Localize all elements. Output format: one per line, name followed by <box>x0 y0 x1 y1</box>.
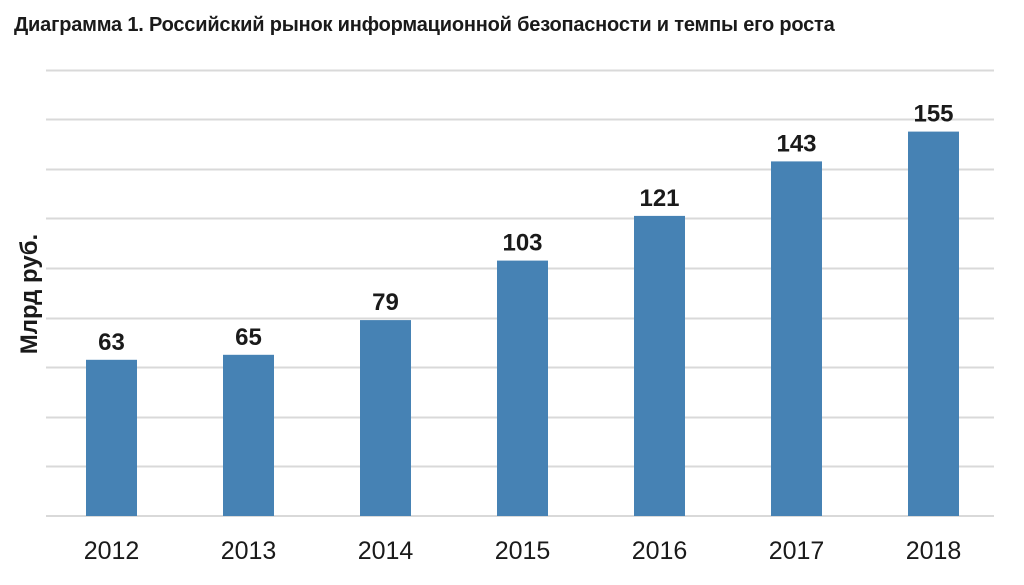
bar-2016 <box>634 215 685 516</box>
bar-2014 <box>360 320 411 516</box>
bar-2018 <box>908 131 959 516</box>
bar-2013 <box>223 354 274 516</box>
value-label-2017: 143 <box>776 130 816 157</box>
value-label-2016: 121 <box>639 185 679 212</box>
value-label-2015: 103 <box>502 230 542 257</box>
x-tick-label-2018: 2018 <box>906 537 962 565</box>
bar-2015 <box>497 260 548 516</box>
value-label-2014: 79 <box>372 289 399 316</box>
value-labels: 63 65 79 103 121 143 155 <box>98 101 953 356</box>
x-tick-label-2012: 2012 <box>84 537 140 565</box>
chart-title: Диаграмма 1. Российский рынок информацио… <box>14 14 835 36</box>
x-tick-label-2014: 2014 <box>358 537 414 565</box>
bars <box>86 131 959 516</box>
x-tick-label-2017: 2017 <box>769 537 825 565</box>
x-tick-labels: 2012 2013 2014 2015 2016 2017 2018 <box>84 537 962 565</box>
bar-2017 <box>771 161 822 516</box>
value-label-2018: 155 <box>913 101 953 128</box>
value-label-2012: 63 <box>98 329 125 356</box>
x-tick-label-2015: 2015 <box>495 537 551 565</box>
value-label-2013: 65 <box>235 324 262 351</box>
bar-2012 <box>86 359 137 516</box>
x-tick-label-2016: 2016 <box>632 537 688 565</box>
x-tick-label-2013: 2013 <box>221 537 277 565</box>
